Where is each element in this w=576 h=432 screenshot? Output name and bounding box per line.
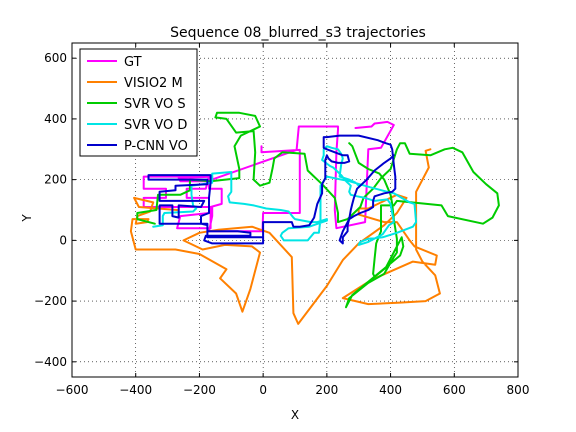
y-tick-label: 400 bbox=[44, 112, 67, 126]
x-tick-label: 200 bbox=[315, 383, 338, 397]
series-line-p-cnn-vo bbox=[147, 134, 397, 245]
y-tick-label: 0 bbox=[59, 233, 67, 247]
x-tick-label: −600 bbox=[56, 383, 89, 397]
x-tick-label: 800 bbox=[507, 383, 530, 397]
legend-label: SVR VO S bbox=[124, 97, 186, 112]
legend: GT VISIO2 M SVR VO S SVR VO D P-CNN VO bbox=[79, 48, 198, 157]
x-tick-label: 0 bbox=[259, 383, 267, 397]
legend-label: GT bbox=[124, 55, 142, 70]
chart-title: Sequence 08_blurred_s3 trajectories bbox=[170, 25, 426, 41]
series-line-gt bbox=[142, 120, 395, 233]
x-tick-label: 600 bbox=[443, 383, 466, 397]
axis-ticks: −600 −400 −200 0 200 400 600 800 −400 −200 0 200 400… bbox=[34, 43, 529, 397]
y-tick-label: −400 bbox=[34, 355, 67, 369]
series-line-svr-vo-d bbox=[152, 145, 418, 246]
series-lines bbox=[129, 111, 500, 325]
x-tick-label: 400 bbox=[379, 383, 402, 397]
x-axis-label: X bbox=[291, 408, 299, 422]
series-line-visio2-m bbox=[129, 148, 441, 325]
y-axis-label: Y bbox=[20, 214, 34, 223]
y-tick-label: 200 bbox=[44, 173, 67, 187]
legend-label: SVR VO D bbox=[124, 118, 187, 133]
x-tick-label: −200 bbox=[183, 383, 216, 397]
y-tick-label: 600 bbox=[44, 51, 67, 65]
series-line-svr-vo-s bbox=[136, 111, 500, 309]
plot-frame bbox=[71, 42, 519, 378]
x-tick-label: −400 bbox=[119, 383, 152, 397]
y-tick-label: −200 bbox=[34, 294, 67, 308]
legend-label: VISIO2 M bbox=[124, 76, 183, 91]
legend-label: P-CNN VO bbox=[124, 139, 188, 154]
